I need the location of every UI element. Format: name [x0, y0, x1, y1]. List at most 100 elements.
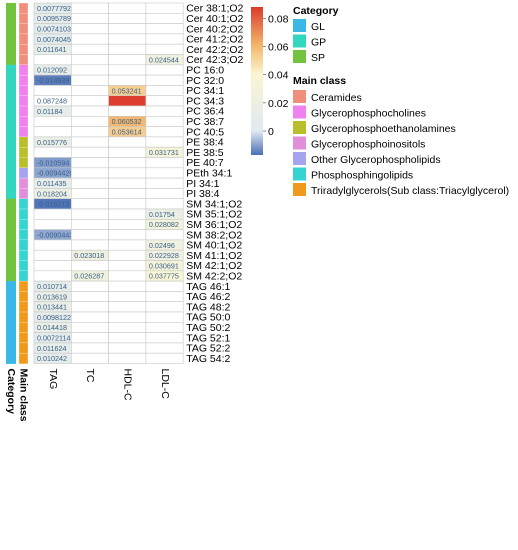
heatmap-cell [145, 167, 184, 179]
legend-label-main-class: Glycerophosphoinositols [311, 139, 425, 151]
category-annotation-cell [6, 44, 16, 55]
heatmap-cell [108, 301, 147, 313]
main-class-annotation-cell [18, 270, 29, 282]
main-class-annotation-cell [18, 33, 29, 45]
heatmap-cell [145, 229, 184, 241]
row-label: PE 38:5 [186, 147, 224, 159]
heatmap-cell [33, 208, 72, 220]
row-label: PI 34:1 [186, 178, 219, 190]
heatmap-cell [145, 33, 184, 45]
row-label: SM 35:1;O2 [186, 209, 242, 221]
heatmap-cell [71, 116, 109, 127]
heatmap-cell [145, 177, 184, 189]
main-class-annotation-cell [18, 136, 29, 148]
row-label: TAG 48:2 [186, 301, 230, 313]
row-label: SM 42:2;O2 [186, 271, 242, 283]
row-label: PE 40:7 [186, 157, 224, 169]
cell-value-label: -0.0090443 [37, 231, 73, 240]
main-class-annotation-cell [18, 147, 29, 159]
heatmap-cell [145, 291, 184, 302]
category-annotation-cell [6, 250, 16, 261]
heatmap-cell [71, 167, 109, 179]
category-annotation-cell [6, 219, 16, 230]
legend-swatch-main-class [293, 136, 306, 150]
heatmap-cell [71, 260, 109, 272]
row-label: PC 32:0 [186, 75, 224, 87]
cell-value-label: 0.022928 [149, 251, 179, 260]
heatmap-cell [71, 177, 109, 189]
category-annotation-cell [6, 209, 16, 220]
cell-value-label: 0.0077792 [37, 4, 71, 13]
cell-value-label: 0.011435 [37, 179, 66, 188]
category-annotation-cell [6, 33, 16, 45]
main-class-annotation-cell [18, 44, 29, 56]
main-class-annotation-cell [18, 353, 29, 365]
cell-value-label: 0.011641 [37, 45, 66, 54]
cell-value-label: 0.0074045 [37, 35, 71, 44]
cell-value-label: 0.037775 [149, 272, 179, 281]
heatmap-cell [108, 136, 147, 148]
legend-title-category: Category [293, 5, 339, 17]
legend-swatch-main-class [293, 167, 306, 181]
heatmap-cell [145, 126, 184, 138]
heatmap-cell [108, 54, 147, 66]
row-label: PE 38:4 [186, 137, 224, 149]
heatmap-cell [108, 229, 147, 241]
main-class-annotation-cell [18, 177, 29, 189]
category-annotation-cell [6, 64, 16, 76]
heatmap-cell [108, 177, 147, 189]
heatmap-cell [71, 332, 109, 344]
heatmap-cell [71, 229, 109, 241]
heatmap-cell [71, 321, 109, 333]
heatmap-cell [145, 342, 184, 354]
heatmap-cell [108, 33, 147, 45]
category-annotation-cell [6, 229, 16, 241]
cell-value-label: -0.016213 [37, 200, 69, 209]
row-label: TAG 50:2 [186, 322, 230, 334]
category-annotation-cell [6, 188, 16, 200]
row-label: Cer 38:1;O2 [186, 3, 243, 15]
column-label: TAG [47, 369, 59, 390]
cell-value-label: 0.010714 [37, 282, 67, 291]
heatmap-cell [108, 13, 147, 24]
category-annotation-cell [6, 3, 16, 14]
legend-label-category: SP [311, 52, 325, 64]
legend-title-main-class: Main class [293, 75, 346, 87]
heatmap-cell [108, 167, 147, 179]
heatmap-cell [145, 332, 184, 344]
main-class-annotation-cell [18, 105, 29, 117]
heatmap-cell [108, 198, 147, 210]
main-class-annotation-cell [18, 13, 29, 25]
heatmap-cell [145, 116, 184, 127]
annotation-bars [6, 2, 29, 365]
cell-value-label: 0.026287 [74, 272, 104, 281]
main-class-annotation-cell [18, 116, 29, 128]
heatmap-cells: 0.00777920.00957890.00741030.00740450.01… [33, 2, 184, 364]
column-label: LDL-C [159, 369, 171, 400]
category-annotation-cell [6, 85, 16, 97]
heatmap-cell [108, 311, 147, 323]
column-labels: TAG TC HDL-C LDL-C Category Main class [5, 369, 171, 422]
category-annotation-cell [6, 178, 16, 189]
heatmap-cell [108, 332, 147, 344]
legend-swatch-main-class [293, 121, 306, 134]
heatmap-cell [33, 219, 72, 230]
cell-value-label: 0.018204 [37, 189, 67, 198]
category-annotation-cell [6, 291, 16, 303]
heatmap-cell [71, 280, 109, 292]
main-class-annotation-cell [18, 64, 29, 76]
category-annotation-cell [6, 167, 16, 179]
color-scale-tick-label: 0.02 [268, 98, 289, 110]
main-class-annotation-cell [18, 311, 29, 323]
heatmap-cell [145, 43, 184, 55]
heatmap-cell [71, 311, 109, 323]
annotation-column-label: Main class [18, 369, 30, 422]
category-annotation-cell [6, 301, 16, 313]
main-class-annotation-cell [18, 229, 29, 241]
heatmap-cell [108, 321, 147, 333]
heatmap-cell [108, 219, 147, 230]
category-annotation-cell [6, 116, 16, 127]
annotation-column-label: Category [5, 369, 17, 415]
main-class-annotation-cell [18, 23, 29, 35]
